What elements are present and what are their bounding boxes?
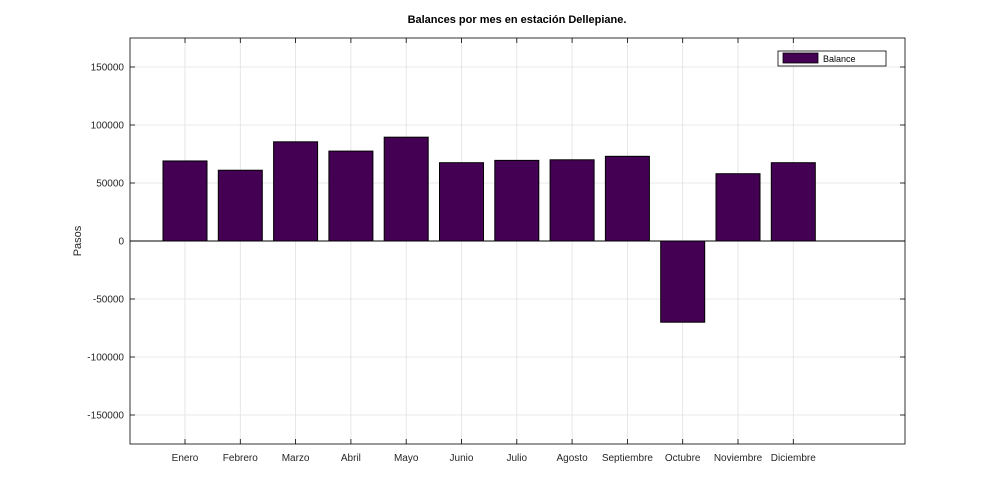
plot-axes [129,37,906,445]
bar-abril [328,150,374,242]
legend-swatch-balance [782,52,819,64]
bar-noviembre [715,173,761,242]
y-tick-label: 50000 [96,179,124,190]
x-tick-label: Enero [172,453,199,464]
x-tick-label: Octubre [665,453,701,464]
x-tick-label: Junio [450,453,474,464]
bar-septiembre [604,155,650,242]
bar-marzo [273,141,319,242]
x-tick-label: Agosto [557,453,589,464]
x-tick-label: Febrero [223,453,258,464]
x-tick-label: Abril [341,453,361,464]
y-axis-label: Pasos [72,225,84,256]
x-tick-label: Diciembre [771,453,816,464]
y-tick-label: 0 [118,237,124,248]
bar-mayo [383,136,429,242]
tick-labels: -150000 -100000 -50000 0 50000 100000 150000 En… [87,63,816,465]
x-tick-label: Mayo [394,453,419,464]
bar-series [162,136,816,323]
x-tick-label: Noviembre [714,453,763,464]
legend-label-balance: Balance [823,54,856,64]
x-tick-label: Julio [507,453,528,464]
y-tick-label: 100000 [91,121,125,132]
y-tick-label: -100000 [87,353,124,364]
bar-diciembre [770,162,816,242]
bar-junio [439,162,484,242]
legend: Balance [777,50,887,67]
bar-octubre [660,240,706,323]
x-tick-label: Marzo [282,453,310,464]
y-tick-label: -50000 [93,295,125,306]
bar-febrero [217,169,263,242]
bar-enero [162,160,208,242]
plot-frame [129,37,906,445]
x-tick-label: Septiembre [602,453,654,464]
bar-agosto [549,159,595,242]
chart-title: Balances por mes en estación Dellepiane. [408,14,627,26]
bar-julio [494,159,540,242]
y-tick-label: 150000 [91,63,125,74]
y-tick-label: -150000 [87,411,124,422]
